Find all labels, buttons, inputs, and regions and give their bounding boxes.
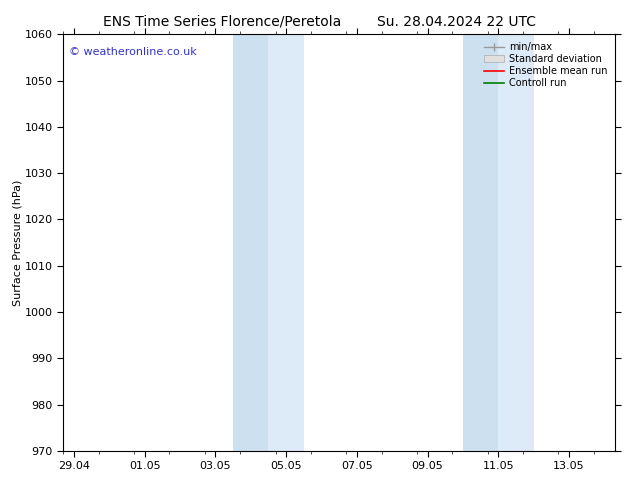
Bar — [463, 34, 498, 451]
Bar — [498, 34, 534, 451]
Text: ENS Time Series Florence/Peretola: ENS Time Series Florence/Peretola — [103, 15, 341, 29]
Bar — [268, 34, 304, 451]
Bar — [233, 34, 268, 451]
Text: © weatheronline.co.uk: © weatheronline.co.uk — [69, 47, 197, 57]
Legend: min/max, Standard deviation, Ensemble mean run, Controll run: min/max, Standard deviation, Ensemble me… — [481, 39, 610, 91]
Text: Su. 28.04.2024 22 UTC: Su. 28.04.2024 22 UTC — [377, 15, 536, 29]
Y-axis label: Surface Pressure (hPa): Surface Pressure (hPa) — [12, 179, 22, 306]
